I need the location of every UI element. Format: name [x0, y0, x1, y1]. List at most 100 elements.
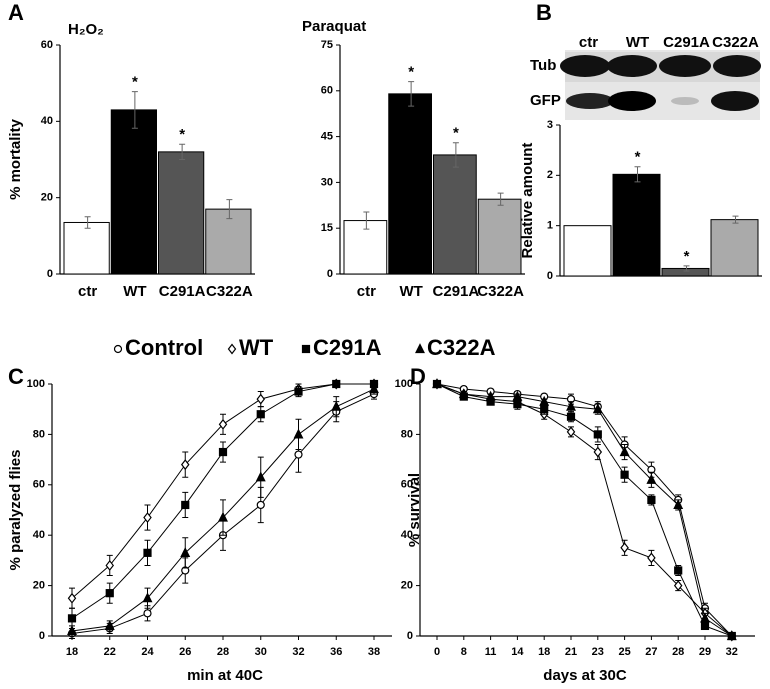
- marker: [67, 614, 77, 623]
- series-line: [436, 383, 732, 637]
- x-tick-label: 32: [292, 646, 304, 658]
- y-tick-label: 0: [327, 268, 333, 280]
- chart-title: H₂O₂: [68, 21, 104, 38]
- x-tick-label: C322A: [477, 283, 524, 300]
- x-tick-label: 18: [538, 646, 550, 658]
- y-tick-label: 45: [321, 131, 333, 143]
- lane-label: WT: [626, 34, 649, 51]
- y-tick-label: 20: [33, 580, 45, 592]
- x-tick-label: 23: [592, 646, 604, 658]
- chart-title: Paraquat: [302, 18, 366, 35]
- bar: [158, 151, 205, 275]
- series-line: [436, 383, 733, 637]
- panel-letter: A: [8, 0, 24, 25]
- marker: [369, 383, 379, 394]
- error-bar: [131, 91, 138, 129]
- lane-label: C322A: [712, 34, 759, 51]
- bar: [205, 208, 252, 275]
- y-tick-label: 0: [407, 630, 413, 642]
- error-bar: [683, 265, 690, 272]
- y-tick-label: 20: [41, 192, 53, 204]
- lane-label: ctr: [579, 34, 598, 51]
- marker: [180, 546, 191, 557]
- marker: [593, 446, 603, 458]
- y-tick-label: 80: [401, 428, 413, 440]
- marker: [620, 542, 629, 554]
- y-tick-label: 40: [33, 529, 45, 541]
- y-tick-label: 60: [321, 85, 333, 97]
- x-tick-label: 26: [179, 646, 191, 658]
- marker: [227, 343, 237, 355]
- error-bar: [634, 166, 641, 183]
- marker: [331, 400, 342, 411]
- marker: [67, 592, 77, 604]
- lane-label: C291A: [663, 34, 710, 51]
- series-line: [436, 383, 733, 637]
- chart: B Relative amount 0 1 2 3 ctr * WT * C291A C322A Tub…: [519, 0, 762, 282]
- marker: [104, 620, 115, 631]
- error-bar: [84, 216, 91, 229]
- marker: [218, 447, 228, 457]
- blot-band: [711, 91, 759, 111]
- bar: [388, 93, 432, 275]
- significance: *: [132, 74, 138, 91]
- y-tick-label: 60: [401, 479, 413, 491]
- x-tick-label: 22: [104, 646, 116, 658]
- bar: [661, 267, 710, 277]
- x-axis-label: min at 40C: [187, 667, 263, 684]
- marker: [512, 390, 523, 401]
- y-tick-label: 40: [41, 115, 53, 127]
- marker: [646, 473, 657, 484]
- significance: *: [408, 64, 414, 81]
- y-axis-label: % paralyzed flies: [7, 450, 24, 571]
- y-tick-label: 60: [41, 39, 53, 51]
- marker: [592, 403, 603, 414]
- y-axis-label: % mortality: [7, 118, 24, 200]
- bar: [477, 198, 522, 275]
- marker: [674, 566, 683, 575]
- marker: [619, 446, 630, 457]
- error-bar: [732, 215, 739, 224]
- marker: [256, 500, 265, 510]
- y-tick-label: 3: [547, 119, 553, 131]
- x-tick-label: 28: [672, 646, 684, 658]
- marker: [593, 430, 602, 439]
- x-tick-label: 18: [66, 646, 78, 658]
- x-tick-label: 0: [434, 646, 440, 658]
- error-bar: [226, 199, 233, 220]
- marker: [301, 344, 311, 354]
- x-tick-label: ctr: [78, 283, 97, 300]
- marker: [218, 418, 228, 430]
- marker: [513, 400, 522, 409]
- y-tick-label: 40: [401, 529, 413, 541]
- marker: [432, 378, 442, 389]
- series-line: [436, 383, 733, 637]
- bar: [63, 221, 110, 275]
- marker: [142, 592, 153, 603]
- x-tick-label: 36: [330, 646, 342, 658]
- x-tick-label: 11: [485, 646, 497, 658]
- x-tick-label: C291A: [159, 283, 206, 300]
- marker: [143, 512, 152, 524]
- marker: [143, 548, 152, 557]
- error-bar: [497, 192, 504, 206]
- blot-band: [560, 55, 610, 77]
- y-tick-label: 75: [321, 39, 333, 51]
- panel-letter: C: [8, 364, 24, 389]
- y-tick-label: 80: [33, 428, 45, 440]
- bar: [343, 220, 388, 275]
- significance: *: [635, 149, 641, 166]
- chart: C % paralyzed flies min at 40C 0 20 40 60 80 100…: [7, 364, 392, 684]
- blot-band: [659, 55, 711, 77]
- marker: [415, 343, 425, 354]
- significance: *: [179, 126, 185, 143]
- y-tick-label: 100: [27, 378, 45, 390]
- bar: [110, 109, 157, 275]
- x-tick-label: C291A: [433, 283, 480, 300]
- y-tick-label: 15: [321, 222, 333, 234]
- marker: [294, 387, 303, 396]
- x-tick-label: 8: [461, 646, 467, 658]
- marker: [673, 499, 684, 510]
- x-tick-label: 28: [217, 646, 229, 658]
